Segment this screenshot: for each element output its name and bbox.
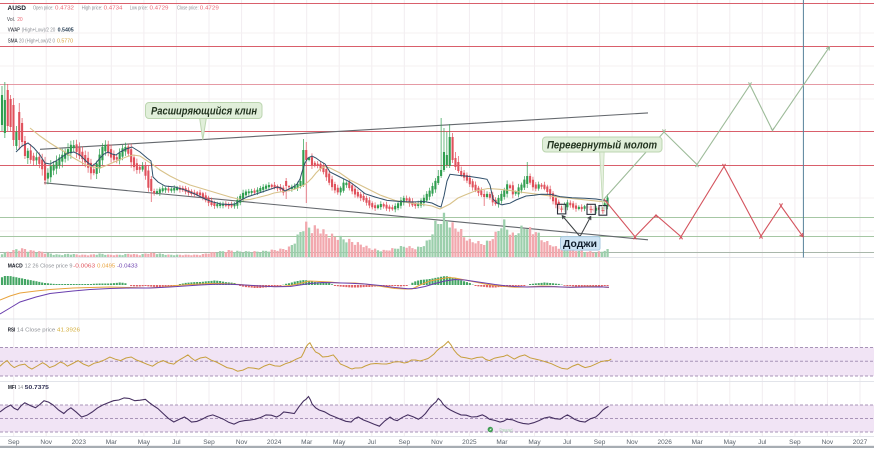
svg-text:Sep: Sep	[789, 439, 801, 446]
svg-text:0.4734: 0.4734	[104, 6, 123, 12]
svg-text:May: May	[138, 439, 151, 446]
svg-text:-0.0063: -0.0063	[73, 264, 95, 270]
svg-text:2026: 2026	[657, 439, 672, 446]
svg-text:Jul: Jul	[368, 439, 377, 446]
svg-text:Mar: Mar	[496, 439, 508, 446]
svg-text:SMA: SMA	[8, 39, 18, 45]
svg-text:Mar: Mar	[692, 439, 704, 446]
svg-text:41.3926: 41.3926	[57, 328, 80, 334]
svg-text:Jul: Jul	[172, 439, 181, 446]
svg-text:-0.0433: -0.0433	[117, 264, 138, 270]
svg-text:MACD: MACD	[8, 264, 23, 270]
svg-text:VWAP: VWAP	[8, 28, 21, 34]
svg-text:Nov: Nov	[236, 439, 248, 446]
svg-text:Sep: Sep	[399, 439, 411, 446]
svg-text:May: May	[333, 439, 346, 446]
svg-text:Sep: Sep	[594, 439, 606, 446]
svg-text:20: 20	[17, 17, 23, 23]
svg-text:May: May	[724, 439, 737, 446]
svg-text:0.4729: 0.4729	[200, 6, 219, 12]
svg-text:Nov: Nov	[626, 439, 638, 446]
svg-text:Sep: Sep	[203, 439, 215, 446]
svg-text:RSI: RSI	[8, 328, 16, 334]
svg-text:12 26 Close price 9: 12 26 Close price 9	[25, 264, 73, 270]
svg-text:Перевернутый молот: Перевернутый молот	[547, 139, 657, 151]
svg-text:Nov: Nov	[431, 439, 443, 446]
svg-text:0.5770: 0.5770	[57, 39, 73, 45]
svg-text:0.4729: 0.4729	[150, 6, 169, 12]
svg-text:2025: 2025	[462, 439, 477, 446]
svg-text:0.5405: 0.5405	[58, 28, 74, 34]
svg-text:Доджи: Доджи	[563, 238, 597, 250]
svg-text:50.7375: 50.7375	[25, 385, 49, 391]
svg-text:0.4732: 0.4732	[55, 6, 74, 12]
svg-text:Mar: Mar	[301, 439, 313, 446]
svg-text:20 (High+Low)/2 0: 20 (High+Low)/2 0	[19, 39, 55, 45]
svg-text:May: May	[528, 439, 541, 446]
svg-text:(High+Low)/2 20: (High+Low)/2 20	[22, 28, 56, 34]
svg-text:Powered: Powered	[500, 428, 513, 434]
svg-text:Nov: Nov	[40, 439, 52, 446]
svg-text:High price:: High price:	[82, 6, 103, 12]
svg-text:Jul: Jul	[758, 439, 767, 446]
svg-text:Sep: Sep	[8, 439, 20, 446]
svg-text:Low price:: Low price:	[130, 6, 148, 12]
svg-text:Nov: Nov	[822, 439, 834, 446]
svg-text:Jul: Jul	[563, 439, 572, 446]
svg-text:2024: 2024	[267, 439, 282, 446]
svg-text:0.0495: 0.0495	[97, 264, 115, 270]
svg-text:Mar: Mar	[106, 439, 118, 446]
svg-text:14 Close price: 14 Close price	[17, 328, 56, 334]
svg-text:2027: 2027	[853, 439, 868, 446]
svg-text:Vol.: Vol.	[7, 17, 15, 23]
svg-text:14: 14	[18, 385, 24, 391]
svg-text:MFI: MFI	[8, 385, 16, 391]
svg-text:Open price:: Open price:	[33, 6, 54, 12]
svg-text:2023: 2023	[72, 439, 87, 446]
svg-text:AUSD: AUSD	[8, 5, 27, 12]
svg-text:Расширяющийся клин: Расширяющийся клин	[151, 106, 257, 118]
svg-text:Close price:: Close price:	[177, 6, 199, 12]
